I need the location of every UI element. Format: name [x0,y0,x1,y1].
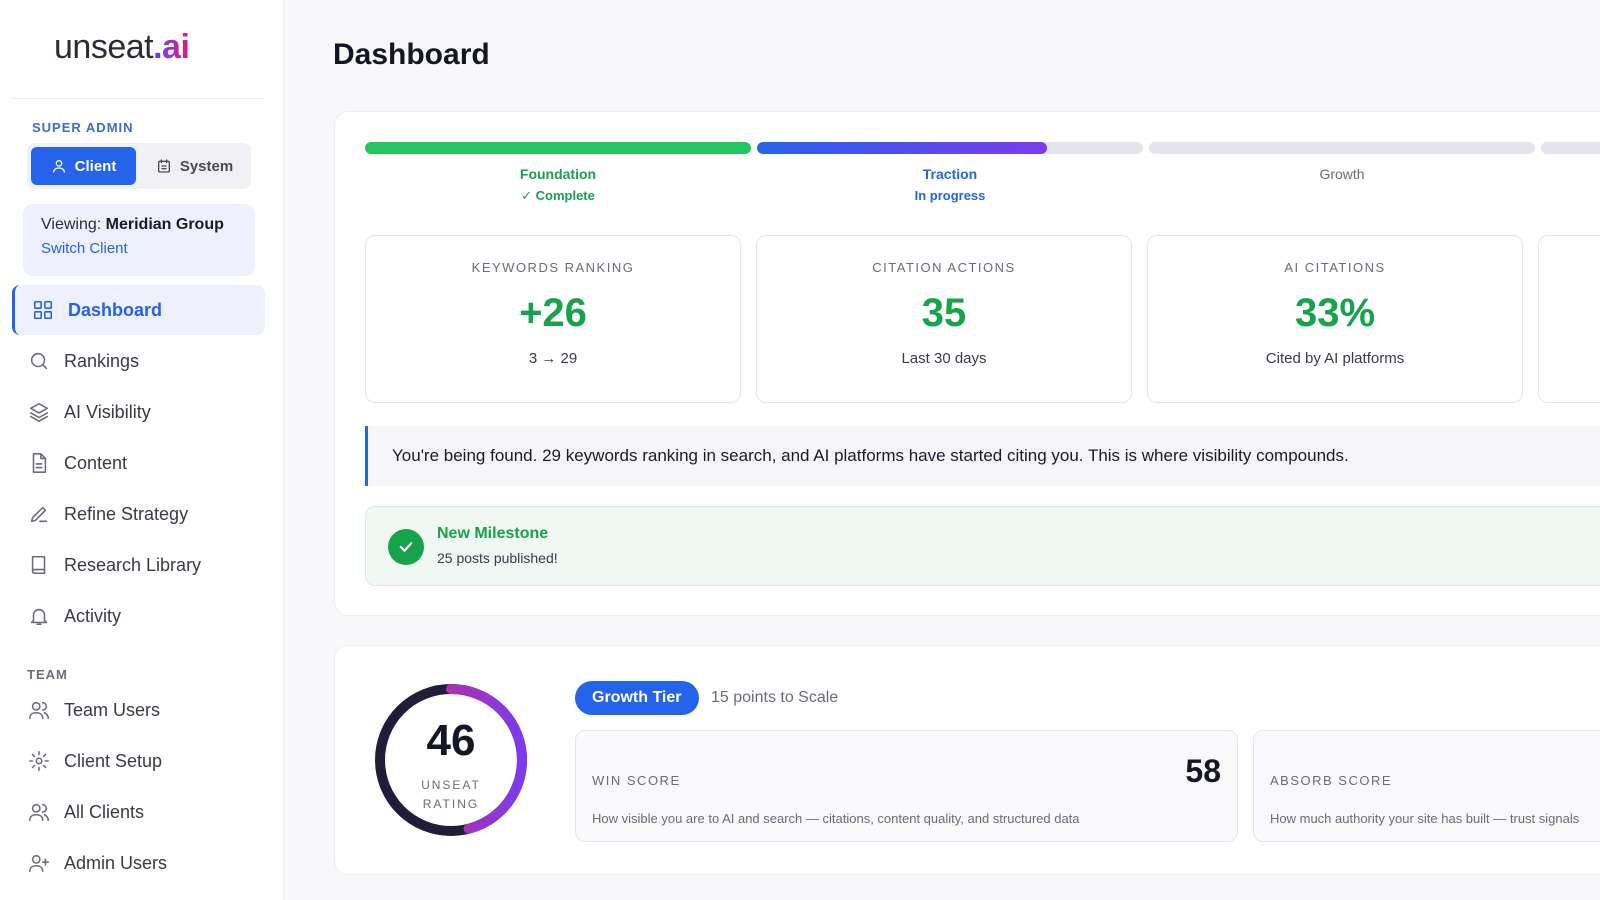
nav-item-rankings[interactable]: Rankings [12,336,265,386]
stat-value: 35 [921,291,967,335]
stat-label: AI CITATIONS [1284,260,1386,275]
users-icon [29,701,49,720]
stat-value: 33% [1294,291,1376,335]
nav-item-team-users[interactable]: Team Users [12,685,265,735]
users-icon [29,803,49,822]
nav-item-dashboard[interactable]: Dashboard [12,285,265,335]
layers-icon [29,402,49,422]
stat-value: +26 [519,291,587,335]
stat-sub: Last 30 days [901,350,987,367]
sidebar-divider [12,98,265,99]
gauge-arc [375,684,527,836]
document-icon [32,453,47,473]
stat-keywords-ranking: KEYWORDS RANKING +26 3 → 29 [365,235,741,403]
growth-tier-badge[interactable]: Growth Tier [575,681,699,715]
score-description: How much authority your site has built —… [1270,811,1580,826]
score-value: 58 [1185,753,1221,789]
phase-status-foundation: ✓ Complete [521,188,595,203]
bell-icon [30,608,48,626]
stat-ai-citations: AI CITATIONS 33% Cited by AI platforms [1147,235,1523,403]
stat-label: CITATION ACTIONS [872,260,1016,275]
score-label: WIN SCORE [592,773,681,788]
nav-item-ai-visibility[interactable]: AI Visibility [12,387,265,437]
mode-toggle: Client System [27,143,251,189]
nav-item-all-clients[interactable]: All Clients [12,787,265,837]
book-icon [31,555,46,575]
super-admin-label: SUPER ADMIN [32,120,134,135]
search-icon [30,352,48,370]
score-description: How visible you are to AI and search — c… [592,811,1080,826]
rating-card: 46 UNSEAT RATING Growth Tier 15 points to… [334,645,1600,875]
phase-name-traction: Traction [922,166,978,182]
milestone-subtitle: 25 posts published! [437,550,558,566]
phase-bar-foundation [365,142,751,154]
phase-name-foundation: Foundation [519,166,597,182]
viewing-prefix: Viewing: [41,216,102,233]
win-score-card: WIN SCORE 58 How visible you are to AI a… [575,730,1238,842]
phase-fill-traction [757,142,1047,154]
sidebar: unseat.ai SUPER ADMIN Client System View… [0,0,284,900]
phase-status-traction: In progress [914,188,986,203]
viewing-client-name: Meridian Group [105,216,224,233]
phase-fill-foundation [365,142,751,154]
switch-client-link[interactable]: Switch Client [41,240,128,257]
phase-bar-traction [757,142,1143,154]
unseat-rating-gauge [375,684,527,836]
stat-sub: 3 → 29 [528,350,578,367]
nav-item-research-library[interactable]: Research Library [12,540,265,590]
rating-label: UNSEAT RATING [421,778,481,811]
grid-icon [33,300,53,320]
viewing-client-panel: Viewing: Meridian Group Switch Client [23,204,255,276]
calendar-icon [157,159,170,173]
nav-item-client-setup[interactable]: Client Setup [12,736,265,786]
absorb-score-card: ABSORB SCORE How much authority your sit… [1253,730,1600,842]
check-icon [388,529,424,565]
milestone-title: New Milestone [437,525,549,542]
milestone-banner: New Milestone 25 posts published! [365,506,1600,586]
nav-item-admin-users[interactable]: Admin Users [12,838,265,888]
insight-banner: You're being found. 29 keywords ranking … [365,426,1600,486]
nav-item-refine-strategy[interactable]: Refine Strategy [12,489,265,539]
gear-icon [29,751,49,771]
pen-icon [30,506,48,523]
tier-note: 15 points to Scale [711,689,839,706]
progress-card: Foundation ✓ Complete Traction In progre… [334,111,1600,616]
client-mode-button[interactable]: Client [31,147,136,185]
stat-label: KEYWORDS RANKING [471,260,635,275]
stat-sub: Cited by AI platforms [1265,350,1405,367]
rating-value: 46 [426,716,476,765]
team-label: TEAM [27,667,68,682]
nav-item-activity[interactable]: Activity [12,591,265,641]
page-title: Dashboard [333,38,490,71]
phase-bar-next [1541,142,1600,154]
user-icon [52,160,65,173]
user-plus-icon [29,854,49,873]
score-label: ABSORB SCORE [1270,773,1393,788]
nav-item-content[interactable]: Content [12,438,265,488]
phase-name-growth: Growth [1319,166,1365,182]
system-mode-button[interactable]: System [142,147,247,185]
stat-card-partial [1538,235,1600,403]
brand-logo[interactable]: unseat.ai [54,28,190,66]
phase-bar-growth [1149,142,1535,154]
stat-citation-actions: CITATION ACTIONS 35 Last 30 days [756,235,1132,403]
